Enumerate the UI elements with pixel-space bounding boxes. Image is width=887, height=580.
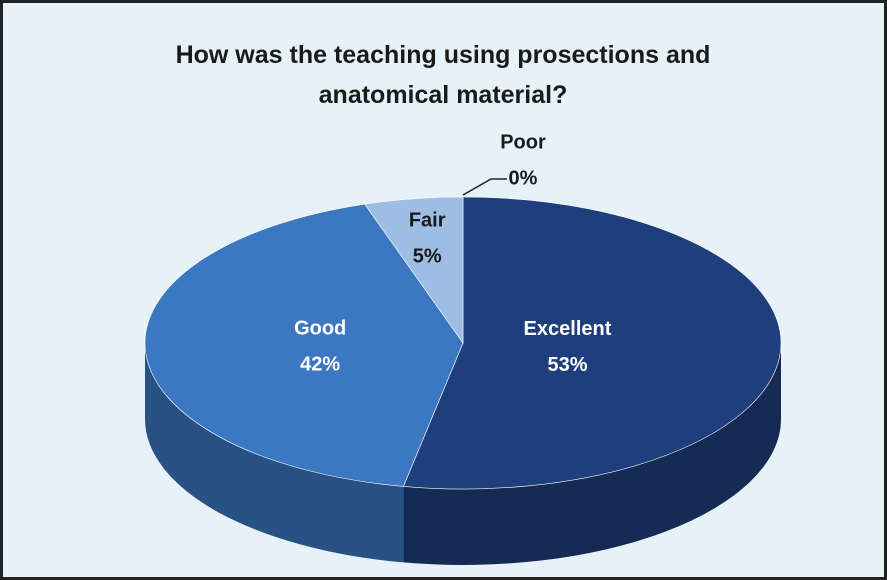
leader-line bbox=[462, 178, 507, 196]
chart: Excellent 53% Good 42% Fair 5% Poor 0% bbox=[144, 131, 782, 565]
data-label-category: Poor bbox=[500, 131, 546, 153]
data-label-category: Excellent bbox=[524, 318, 612, 340]
pie-side bbox=[403, 343, 781, 565]
chart-title: How was the teaching using prosections a… bbox=[175, 41, 711, 109]
data-label-value: 5% bbox=[413, 245, 442, 267]
data-label-value: 53% bbox=[547, 354, 587, 376]
data-label-value: 42% bbox=[300, 353, 340, 375]
pie-slice bbox=[402, 196, 782, 490]
pie-slice bbox=[144, 203, 464, 487]
pie-slice bbox=[364, 196, 464, 344]
data-label-category: Fair bbox=[409, 209, 446, 231]
data-label-category: Good bbox=[294, 317, 346, 339]
data-label-value: 0% bbox=[509, 167, 538, 189]
pie-side bbox=[145, 343, 404, 563]
